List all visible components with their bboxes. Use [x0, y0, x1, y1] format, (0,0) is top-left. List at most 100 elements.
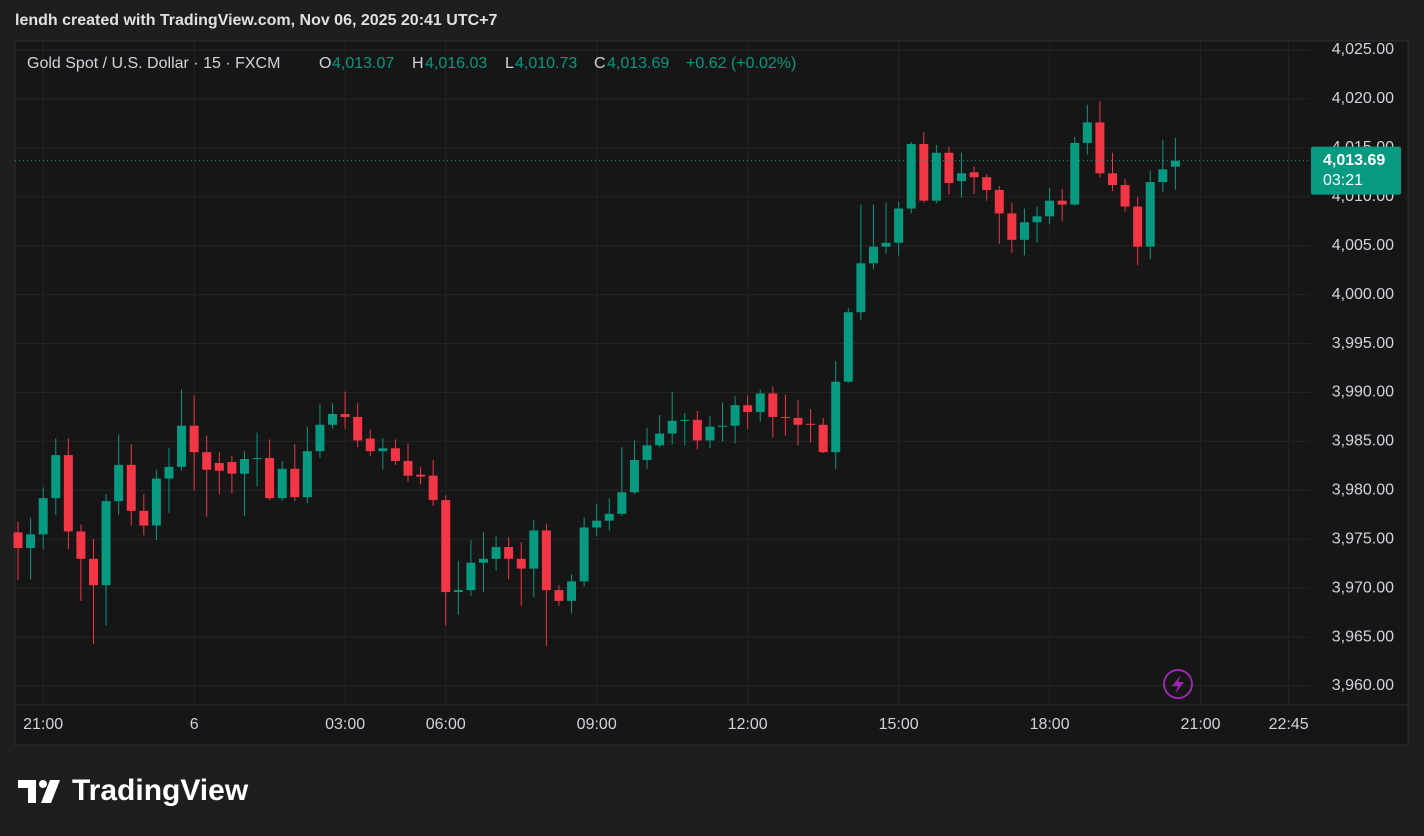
candle-body: [957, 173, 967, 182]
candle-body: [63, 455, 73, 532]
legend-label: L: [505, 55, 514, 72]
logo-part: [39, 780, 47, 788]
candle-body: [1107, 173, 1117, 186]
candle-body: [239, 459, 249, 474]
x-tick-label: 21:00: [1181, 716, 1221, 733]
candle-body: [730, 405, 740, 426]
candle-body: [554, 590, 564, 601]
legend-value: 4,016.03: [425, 55, 487, 72]
legend-value: 4,013.07: [332, 55, 394, 72]
countdown: 03:21: [1323, 172, 1363, 189]
candle-body: [856, 263, 866, 313]
y-tick-label: 4,000.00: [1332, 286, 1394, 303]
candle-body: [1133, 206, 1143, 247]
candle-body: [743, 405, 753, 413]
candle-body: [944, 152, 954, 184]
candle-body: [478, 558, 488, 563]
candle-body: [114, 464, 124, 502]
candle-body: [755, 393, 765, 413]
candle-body: [718, 425, 728, 427]
candle-body: [894, 208, 904, 243]
candle-body: [390, 448, 400, 461]
y-tick-label: 4,020.00: [1332, 90, 1394, 107]
candle-body: [189, 425, 199, 453]
candle-body: [265, 458, 275, 499]
price-badge: [1311, 146, 1401, 195]
icon-ring[interactable]: [1163, 669, 1193, 699]
candle-body: [1070, 142, 1080, 205]
candle-body: [491, 547, 501, 559]
y-tick-label: 4,005.00: [1332, 237, 1394, 254]
legend-label: H: [412, 55, 424, 72]
candle-body: [680, 419, 690, 421]
candle-body: [831, 381, 841, 453]
lightning-icon[interactable]: [1163, 669, 1193, 699]
y-tick-label: 3,960.00: [1332, 677, 1394, 694]
caption: lendh created with TradingView.com, Nov …: [15, 12, 498, 29]
candle-body: [403, 460, 413, 476]
candle-body: [328, 413, 338, 425]
x-tick-label: 21:00: [23, 716, 63, 733]
y-tick-label: 3,975.00: [1332, 530, 1394, 547]
x-tick-label: 6: [190, 716, 199, 733]
logo-part: [41, 780, 60, 803]
brand-logo: [18, 780, 60, 803]
candle-body: [378, 448, 388, 452]
candle-body: [51, 455, 61, 499]
candle-body: [13, 532, 23, 549]
candle-body: [26, 534, 36, 549]
candle-body: [340, 413, 350, 417]
icon-bolt[interactable]: [1172, 675, 1184, 694]
candle-body: [466, 562, 476, 591]
candle-body: [353, 416, 363, 441]
legend-value: 4,010.73: [515, 55, 577, 72]
candle-body: [1045, 200, 1055, 217]
candle-body: [1082, 122, 1092, 143]
candle-body: [629, 459, 639, 493]
candle-body: [604, 513, 614, 521]
candle-body: [441, 500, 451, 593]
candle-body: [1158, 169, 1168, 183]
candles: [13, 100, 1180, 646]
candle-body: [177, 425, 187, 467]
candle-body: [227, 461, 237, 474]
candle-body: [516, 558, 526, 569]
candle-body: [919, 143, 929, 201]
candle-body: [868, 246, 878, 264]
candle-body: [780, 416, 790, 418]
candle-body: [365, 438, 375, 452]
legend-label: C: [594, 55, 606, 72]
candle-body: [214, 462, 224, 471]
legend-change: +0.62 (+0.02%): [686, 55, 796, 72]
candle-body: [906, 143, 916, 209]
y-tick-label: 3,980.00: [1332, 482, 1394, 499]
symbol: Gold Spot / U.S. Dollar · 15 · FXCM: [27, 55, 280, 72]
candle-body: [982, 177, 992, 190]
candle-body: [843, 312, 853, 382]
candle-body: [931, 152, 941, 201]
candle-body: [705, 426, 715, 441]
candle-body: [1019, 222, 1029, 240]
candle-body: [768, 393, 778, 417]
x-tick-label: 12:00: [728, 716, 768, 733]
candle-body: [1120, 185, 1130, 207]
candle-body: [428, 475, 438, 501]
legend-value: 4,013.69: [607, 55, 669, 72]
candle-body: [567, 581, 577, 601]
candle-body: [89, 558, 99, 586]
candle-body: [655, 433, 665, 446]
candle-body: [139, 510, 149, 526]
brand: TradingView: [72, 774, 249, 807]
candle-body: [277, 468, 287, 499]
candle-body: [1057, 200, 1067, 205]
candle-body: [126, 464, 136, 511]
x-tick-label: 09:00: [577, 716, 617, 733]
candle-body: [541, 530, 551, 591]
candle-body: [202, 452, 212, 470]
candle-body: [504, 547, 514, 559]
candle-body: [1007, 213, 1017, 240]
candle-body: [101, 501, 111, 586]
candle-body: [806, 423, 816, 425]
